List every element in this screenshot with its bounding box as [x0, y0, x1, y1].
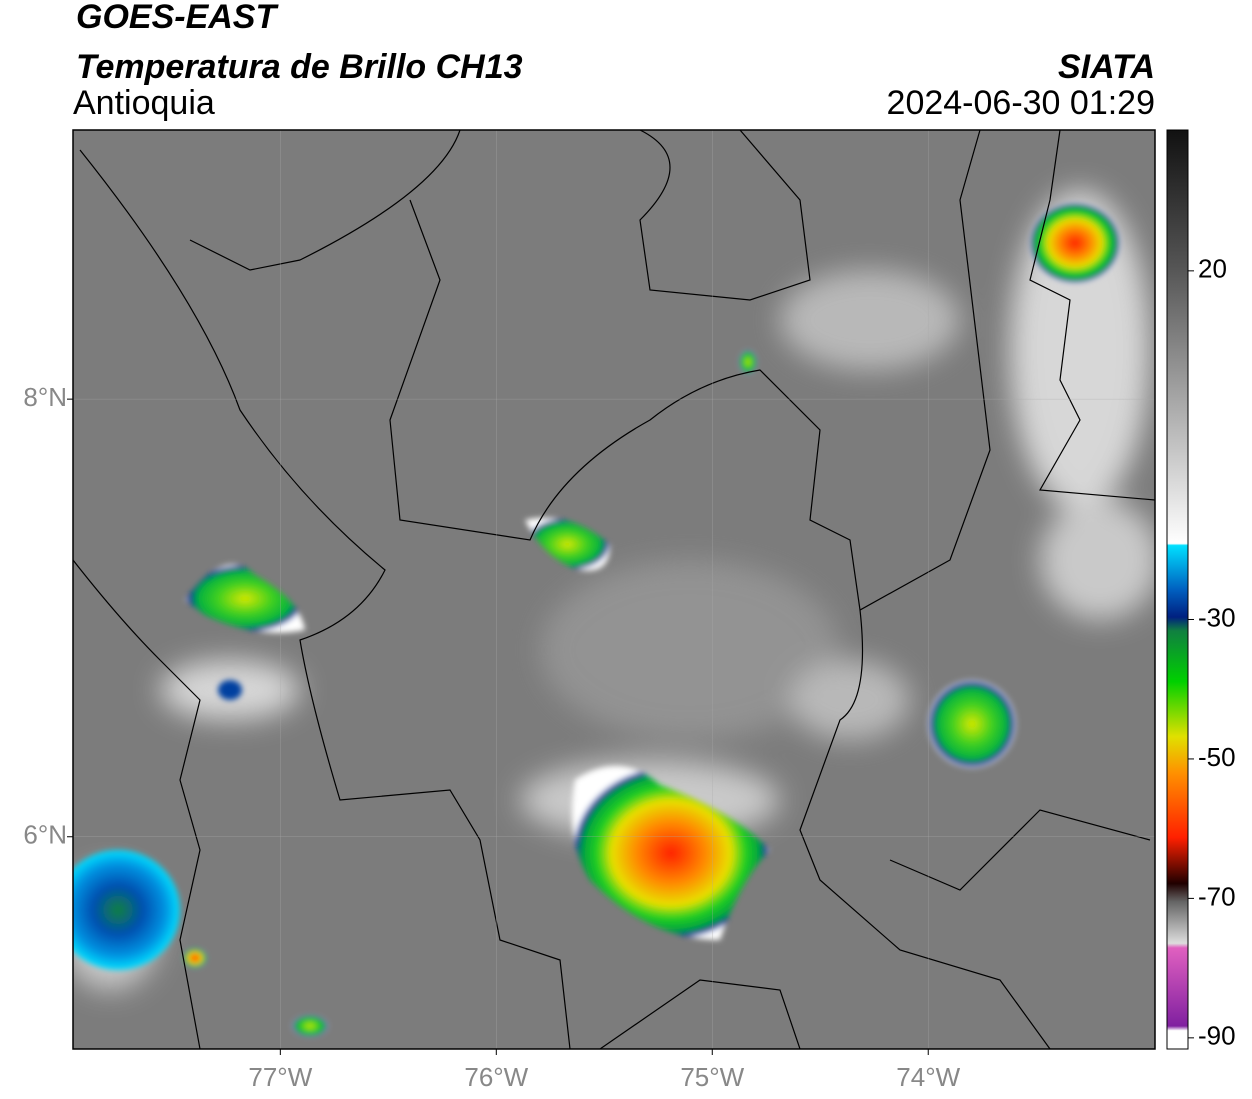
colorbar [1166, 129, 1189, 1050]
title: GOES-EAST [76, 0, 279, 36]
colorbar-label: -50 [1198, 742, 1236, 772]
colorbar-label: -70 [1198, 881, 1236, 911]
x-tick-label: 77°W [248, 1062, 312, 1092]
subtitle: Temperatura de Brillo CH13 [76, 48, 523, 86]
x-tick-label: 74°W [896, 1062, 960, 1092]
region: Antioquia [73, 84, 215, 122]
map [73, 130, 1155, 1049]
x-tick-label: 75°W [680, 1062, 744, 1092]
colorbar-label: -90 [1198, 1021, 1236, 1051]
source: SIATA [1058, 48, 1155, 86]
y-tick-label: 6°N [23, 820, 67, 850]
y-tick-label: 8°N [23, 382, 67, 412]
map-frame [72, 129, 1156, 1050]
datetime: 2024-06-30 01:29 [887, 84, 1155, 122]
colorbar-label: 20 [1198, 254, 1227, 284]
x-tick-label: 76°W [464, 1062, 528, 1092]
colorbar-label: -30 [1198, 602, 1236, 632]
